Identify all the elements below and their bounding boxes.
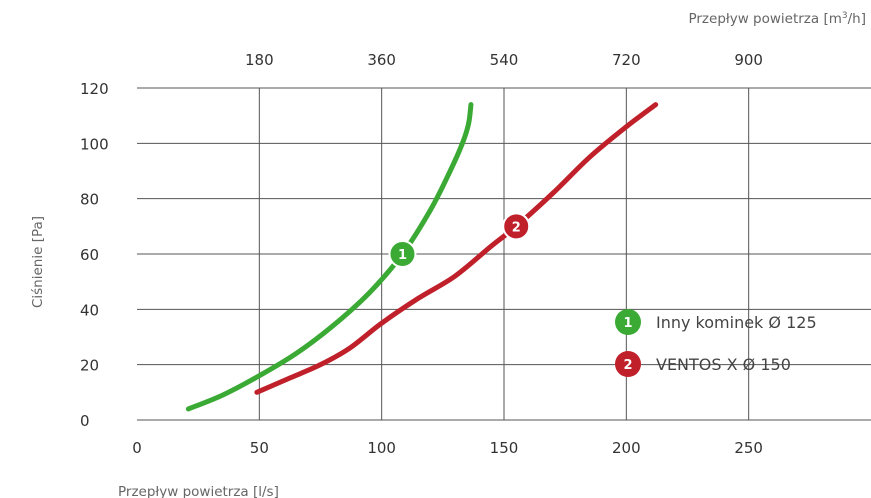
y-tick-label-4: 80 — [80, 191, 99, 209]
y-axis-ticks: 0 20 40 60 80 100 120 — [80, 80, 109, 430]
x-axis-label: Przepływ powietrza [l/s] — [118, 484, 279, 498]
legend-marker-label-1: 1 — [623, 316, 632, 331]
x2-tick-label-2: 540 — [490, 51, 519, 69]
legend-label-1: Inny kominek Ø 125 — [656, 313, 817, 332]
x2-tick-label-1: 360 — [367, 51, 396, 69]
series-marker-2 — [502, 212, 531, 241]
y-axis-label: Ciśnienie [Pa] — [30, 216, 46, 308]
legend: 1 Inny kominek Ø 125 2 VENTOS X Ø 150 — [615, 309, 817, 377]
y-tick-label-0: 0 — [80, 412, 90, 430]
x-tick-label-2: 100 — [367, 439, 396, 457]
y-tick-label-3: 60 — [80, 246, 99, 264]
x-tick-label-5: 250 — [734, 439, 763, 457]
x2-tick-label-4: 900 — [734, 51, 763, 69]
x-tick-label-3: 150 — [490, 439, 519, 457]
series-marker-label-2: 2 — [512, 220, 521, 235]
x-tick-label-0: 0 — [132, 439, 142, 457]
x-axis-ticks: 0 50 100 150 200 250 — [132, 439, 763, 457]
x2-axis-label: Przepływ powietrza [m3/h] — [688, 11, 866, 27]
series-lines — [185, 102, 659, 412]
y-tick-label-1: 20 — [80, 357, 99, 375]
series-line-2 — [254, 102, 659, 395]
x2-tick-label-0: 180 — [245, 51, 274, 69]
y-tick-label-5: 100 — [80, 135, 109, 153]
legend-marker-2 — [615, 351, 641, 377]
x2-axis-label-suffix: /h] — [848, 11, 866, 27]
legend-label-2: VENTOS X Ø 150 — [656, 355, 791, 374]
x-tick-label-1: 50 — [250, 439, 269, 457]
y-tick-label-6: 120 — [80, 80, 109, 98]
legend-marker-label-2: 2 — [623, 358, 632, 373]
series-line-1 — [185, 102, 474, 412]
series-marker-label-1: 1 — [398, 248, 407, 263]
y-tick-label-2: 40 — [80, 301, 99, 319]
grid-lines — [137, 87, 871, 421]
legend-marker-1 — [615, 309, 641, 335]
series-marker-1 — [388, 240, 417, 268]
x2-axis-label-prefix: Przepływ powietrza [m — [688, 11, 841, 27]
x2-tick-label-3: 720 — [612, 51, 641, 69]
x2-axis-ticks: 180 360 540 720 900 — [245, 51, 763, 69]
x-tick-label-4: 200 — [612, 439, 641, 457]
x2-axis-label-sup: 3 — [842, 11, 848, 21]
series-markers: 12 — [388, 212, 531, 268]
